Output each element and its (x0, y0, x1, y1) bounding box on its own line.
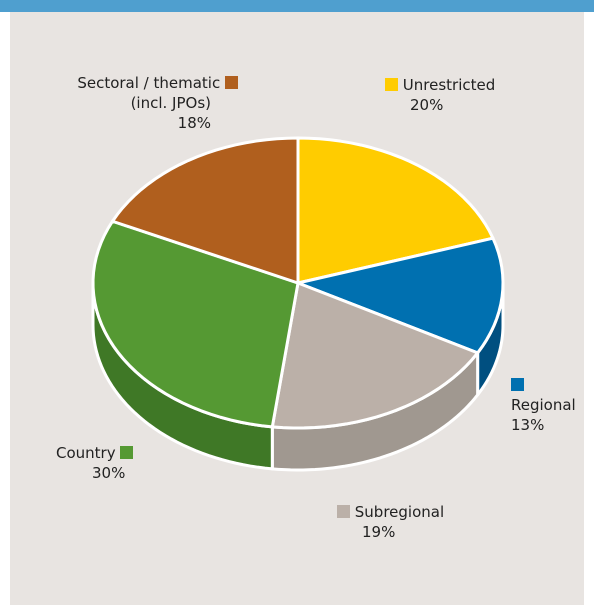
label-unrestricted: Unrestricted 20% (385, 75, 495, 115)
label-regional: Regional 13% (511, 375, 576, 435)
label-country: Country 30% (56, 443, 134, 483)
slice-country (91, 219, 300, 429)
label-country-value: 30% (92, 464, 126, 482)
label-sectoral-line-2: (incl. JPOs) (130, 94, 211, 112)
slice-unrestricted (296, 136, 495, 285)
label-sectoral-value: 18% (177, 114, 211, 132)
label-regional-value: 13% (511, 416, 545, 434)
slice-regional (296, 236, 505, 355)
label-unrestricted-value: 20% (410, 96, 444, 114)
legend-swatch-regional (511, 378, 524, 391)
slice-sectoral (111, 136, 300, 285)
slice-subregional (270, 281, 480, 430)
label-subregional-value: 19% (362, 523, 396, 541)
pie-slices (91, 136, 505, 430)
label-sectoral-line-1: Sectoral / thematic (77, 74, 221, 92)
legend-swatch-country (120, 446, 134, 459)
label-subregional: Subregional 19% (337, 502, 444, 542)
label-sectoral: Sectoral / thematic (incl. JPOs) 18% (40, 73, 238, 133)
label-country-name: Country (56, 444, 116, 462)
label-subregional-name: Subregional (354, 503, 445, 521)
label-unrestricted-name: Unrestricted (402, 76, 496, 94)
legend-swatch-sectoral (225, 76, 238, 89)
legend-swatch-subregional (337, 505, 350, 518)
legend-swatch-unrestricted (385, 78, 398, 91)
label-regional-name: Regional (511, 396, 576, 414)
header-bar (0, 0, 594, 12)
